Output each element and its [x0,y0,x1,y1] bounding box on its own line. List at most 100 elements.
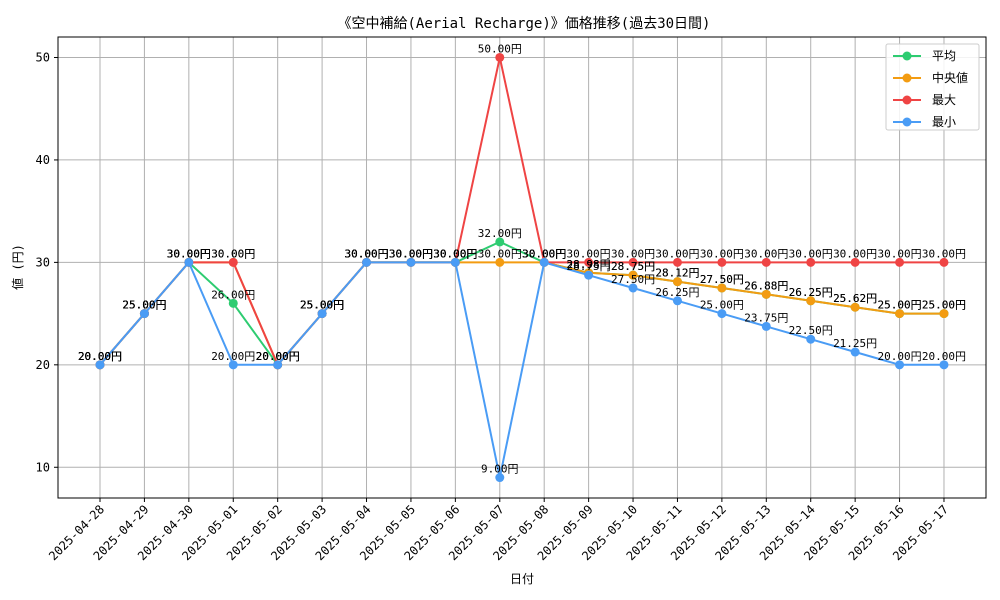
data-label: 20.00円 [877,350,921,363]
data-label: 30.00円 [522,247,566,260]
data-label: 28.12円 [655,267,699,280]
y-tick-label: 20 [36,358,50,372]
data-label: 9.00円 [481,463,519,476]
data-point [184,257,194,267]
data-label: 25.62円 [833,292,877,305]
series-2 [95,52,949,370]
data-point [628,257,638,267]
legend-marker [902,73,912,83]
legend-label: 中央値 [932,70,968,85]
series-line [99,260,944,478]
data-label: 25.00円 [122,299,166,312]
data-label: 28.75円 [611,260,655,273]
data-point [717,309,727,319]
data-label: 20.00円 [256,350,300,363]
data-label: 25.00円 [922,299,966,312]
data-label: 20.00円 [78,350,122,363]
data-point [495,52,505,62]
data-label: 20.00円 [256,350,300,363]
data-point [761,321,771,331]
data-label: 30.00円 [211,247,255,260]
data-label: 30.00円 [167,247,211,260]
data-label: 30.00円 [433,247,477,260]
data-point [761,257,771,267]
data-label: 20.00円 [256,350,300,363]
data-label: 30.00円 [211,247,255,260]
data-label: 30.00円 [478,247,522,260]
data-label: 30.00円 [344,247,388,260]
data-point [628,270,638,280]
data-point [895,309,905,319]
data-point [850,347,860,357]
data-label: 25.00円 [877,299,921,312]
data-label: 26.00円 [211,288,255,301]
data-point [584,257,594,267]
y-tick-label: 40 [36,153,50,167]
data-label: 30.00円 [700,247,744,260]
series-line [99,57,944,367]
data-label: 30.00円 [433,247,477,260]
data-label: 50.00円 [478,42,522,55]
data-label: 25.00円 [922,299,966,312]
data-label: 28.98円 [567,258,611,271]
data-label: 20.00円 [78,350,122,363]
data-label: 26.25円 [655,286,699,299]
x-axis-title: 日付 [510,572,534,586]
data-label: 28.75円 [611,260,655,273]
plot-frame [57,36,987,499]
data-point [939,257,949,267]
data-label: 25.00円 [300,299,344,312]
data-point [539,257,549,267]
data-label: 30.00円 [922,247,966,260]
data-point [672,257,682,267]
data-point [273,360,283,370]
data-point [806,296,816,306]
data-label: 26.25円 [789,286,833,299]
x-axis: 2025-04-282025-04-292025-04-302025-05-01… [46,498,951,563]
data-label: 30.00円 [877,247,921,260]
y-tick-label: 30 [36,255,50,269]
data-label: 25.00円 [877,299,921,312]
legend-label: 平均 [932,49,956,63]
data-point [939,360,949,370]
data-point [850,302,860,312]
data-label: 20.00円 [211,350,255,363]
data-label: 28.12円 [655,267,699,280]
data-point [362,257,372,267]
data-label: 30.00円 [344,247,388,260]
data-label: 30.00円 [789,247,833,260]
y-tick-label: 10 [36,460,50,474]
data-label: 20.00円 [78,350,122,363]
data-label: 25.00円 [122,299,166,312]
data-label: 26.25円 [789,286,833,299]
data-label: 25.00円 [700,299,744,312]
data-label: 26.88円 [744,279,788,292]
data-label: 30.00円 [611,247,655,260]
data-label: 30.00円 [389,247,433,260]
data-label: 22.50円 [789,324,833,337]
data-label: 27.50円 [700,273,744,286]
data-label: 28.75円 [567,260,611,273]
data-point [806,334,816,344]
series-3 [95,257,949,483]
legend-box [885,43,980,131]
data-label: 25.00円 [300,299,344,312]
data-label: 30.00円 [389,247,433,260]
data-label: 21.25円 [833,337,877,350]
y-tick-label: 50 [36,50,50,64]
data-point [95,360,105,370]
data-label: 26.88円 [744,279,788,292]
data-point [628,283,638,293]
data-label: 30.00円 [167,247,211,260]
data-label: 25.62円 [833,292,877,305]
data-label: 25.00円 [300,299,344,312]
legend-marker [902,95,912,105]
data-point [717,257,727,267]
data-point [850,257,860,267]
data-point [584,270,594,280]
data-label: 30.00円 [567,247,611,260]
chart-title: 《空中補給(Aerial Recharge)》価格推移(過去30日間) [337,16,710,32]
legend-label: 最大 [932,93,956,107]
